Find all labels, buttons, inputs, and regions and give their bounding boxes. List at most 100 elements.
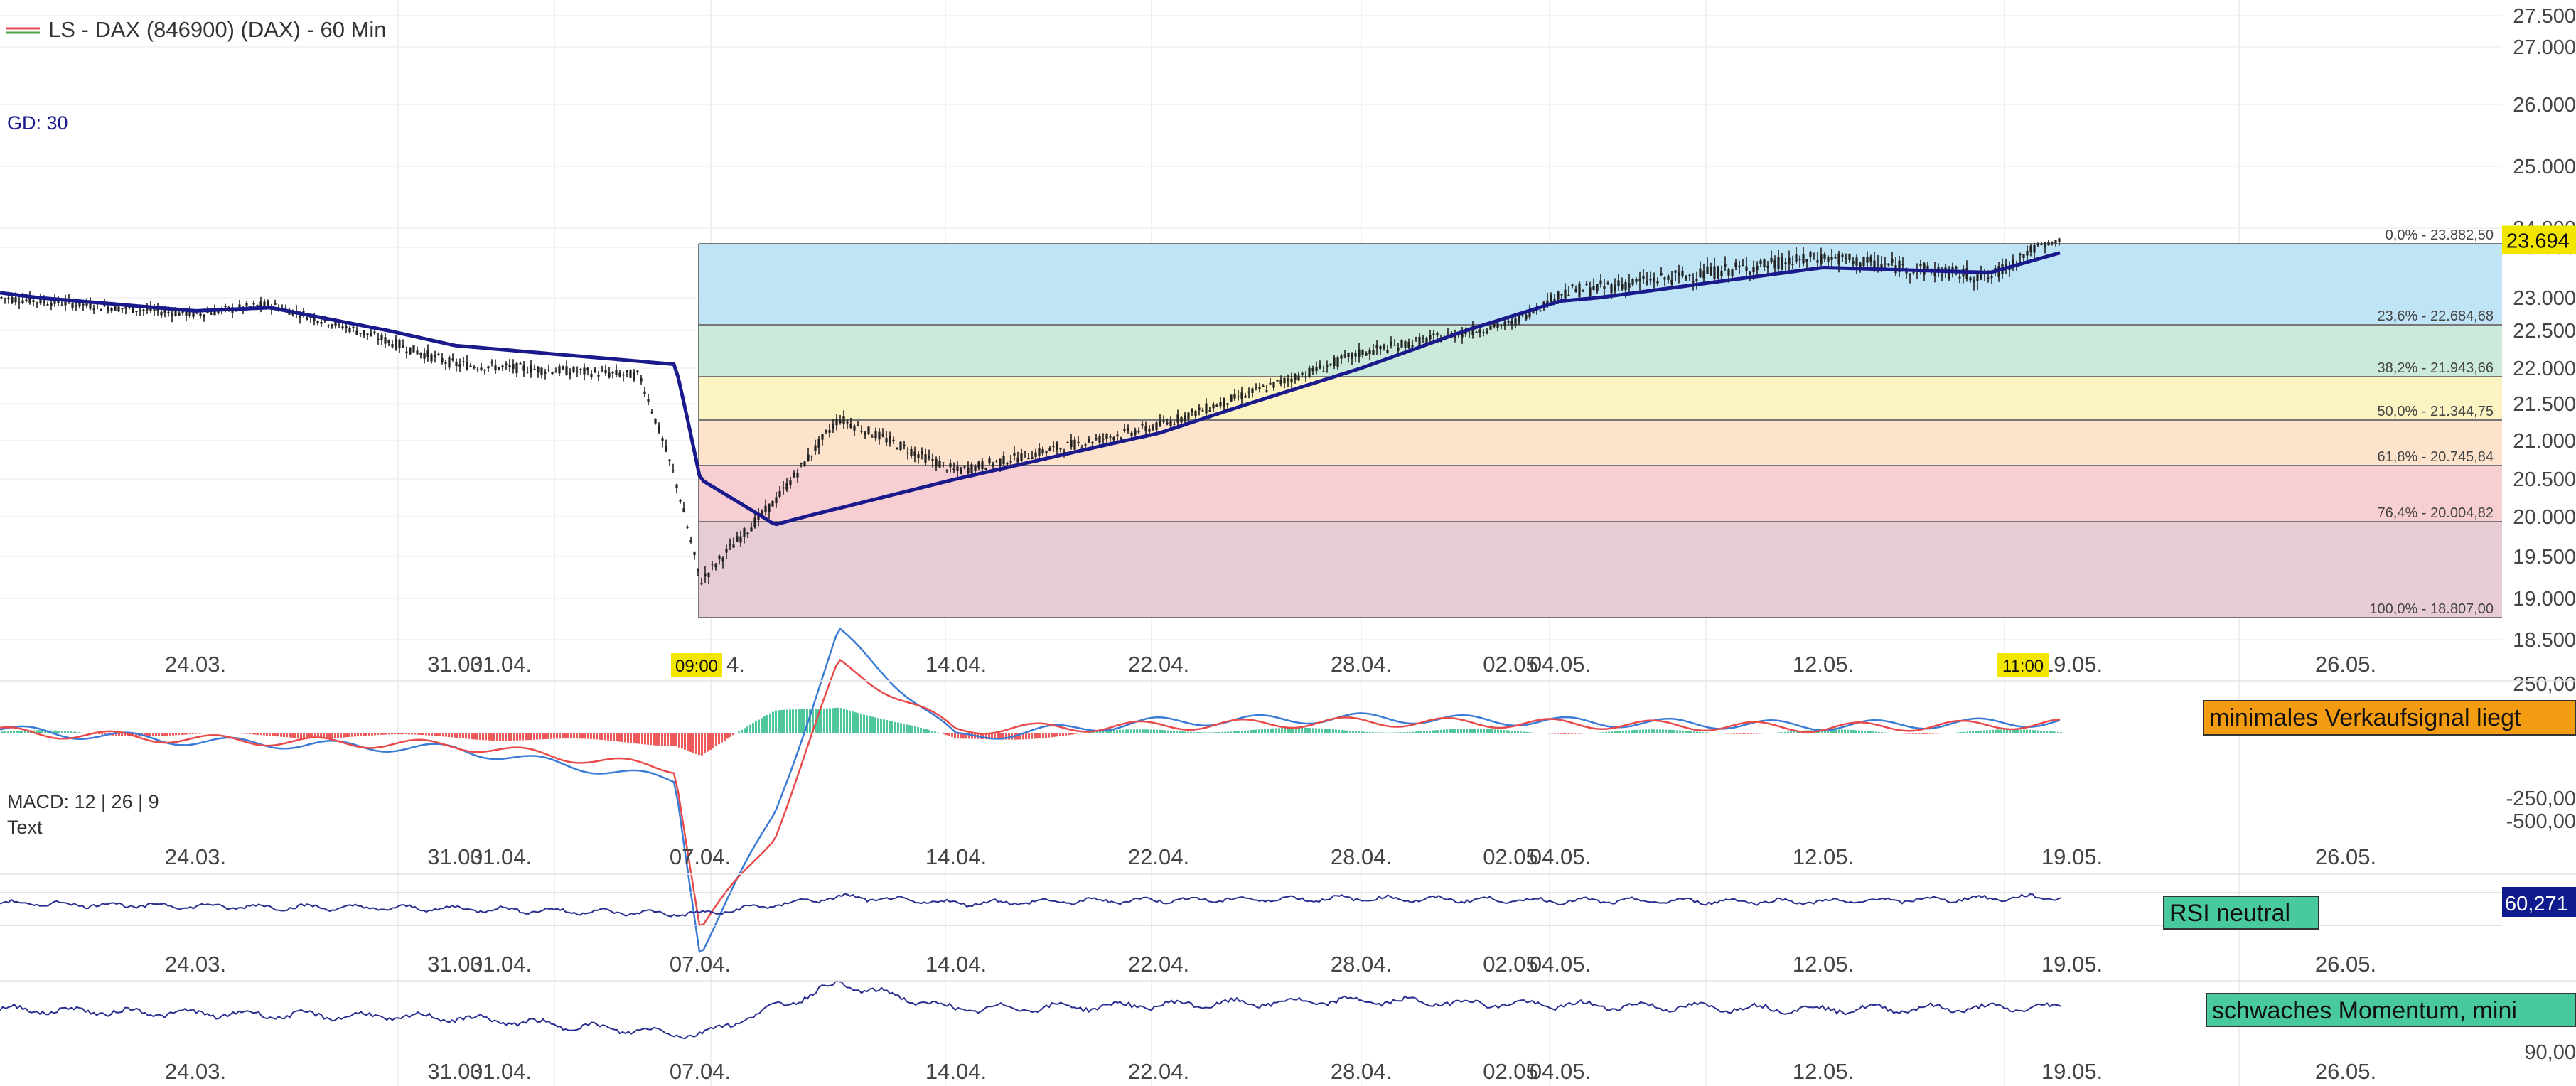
- candle-body: [78, 300, 81, 307]
- macd-histogram-bar: [1218, 732, 1220, 733]
- last-price-marker: [2502, 225, 2576, 254]
- macd-histogram-bar: [1648, 729, 1650, 733]
- candle-body: [1610, 284, 1613, 294]
- macd-histogram-bar: [1434, 730, 1437, 733]
- macd-histogram-bar: [1005, 733, 1007, 740]
- x-tick-label: 01.04.: [471, 652, 532, 677]
- candle-body: [906, 452, 909, 454]
- macd-histogram-bar: [556, 733, 558, 739]
- candle-body: [426, 350, 429, 357]
- macd-histogram-bar: [684, 733, 686, 750]
- candle-body: [1166, 422, 1169, 424]
- macd-histogram-bar: [1324, 729, 1326, 733]
- x-tick-label: 28.04.: [1331, 952, 1392, 977]
- macd-histogram-bar: [294, 733, 296, 738]
- macd-histogram-bar: [1210, 732, 1212, 733]
- macd-histogram-bar: [1699, 731, 1701, 733]
- candle-body: [2051, 242, 2054, 243]
- macd-histogram-bar: [1292, 727, 1294, 733]
- momentum-signal-text: schwaches Momentum, mini: [2212, 997, 2517, 1024]
- candle-body: [1329, 363, 1332, 365]
- candle-body: [1297, 375, 1300, 381]
- candle-body: [1407, 342, 1410, 348]
- macd-histogram-bar: [272, 733, 274, 736]
- macd-histogram-bar: [1528, 732, 1530, 733]
- macd-histogram-bar: [1366, 731, 1368, 733]
- candle-body: [1276, 380, 1279, 382]
- macd-histogram-bar: [317, 733, 319, 738]
- macd-histogram-bar: [1929, 733, 1931, 734]
- candle-body: [1457, 334, 1460, 336]
- candle-body: [18, 302, 21, 304]
- x-tick-label: 4.: [726, 652, 745, 677]
- x-tick-label: 07.04.: [670, 952, 731, 977]
- candle-body: [1660, 272, 1663, 276]
- candle-body: [39, 297, 42, 304]
- macd-histogram-bar: [840, 708, 842, 733]
- candle-body: [732, 544, 735, 548]
- candle-body: [1532, 311, 1535, 313]
- candle-body: [1215, 404, 1218, 407]
- macd-histogram-bar: [377, 733, 379, 736]
- candle-body: [373, 331, 376, 334]
- candle-body: [1756, 265, 1759, 271]
- macd-histogram-bar: [1164, 730, 1166, 733]
- macd-histogram-bar: [1503, 730, 1505, 733]
- macd-histogram-bar: [505, 733, 507, 741]
- macd-histogram-bar: [419, 733, 422, 735]
- macd-histogram-bar: [1611, 731, 1613, 733]
- macd-histogram-bar: [638, 733, 640, 744]
- candle-body: [57, 299, 60, 303]
- candle-body: [263, 301, 266, 306]
- candle-body: [1596, 284, 1599, 291]
- macd-histogram-bar: [2006, 729, 2008, 733]
- y-tick-label: 27.500: [2513, 5, 2576, 28]
- macd-histogram-bar: [1056, 733, 1058, 737]
- fib-zone: [699, 420, 2502, 466]
- macd-histogram-bar: [798, 709, 800, 733]
- candle-body: [1862, 257, 1865, 267]
- macd-histogram-bar: [115, 733, 117, 736]
- fib-level-label: 100,0% - 18.807,00: [2369, 601, 2494, 617]
- candle-body: [75, 305, 77, 307]
- candle-body: [881, 434, 884, 436]
- candle-body: [778, 491, 781, 497]
- macd-histogram-bar: [300, 733, 302, 738]
- candle-body: [267, 301, 269, 306]
- candle-body: [1134, 430, 1137, 435]
- y-tick-label: 22.500: [2513, 320, 2576, 343]
- candle-body: [928, 456, 930, 459]
- candle-body: [1877, 264, 1879, 265]
- candle-body: [487, 366, 490, 369]
- macd-histogram-bar: [252, 733, 254, 735]
- candle-body: [853, 425, 856, 431]
- macd-histogram-bar: [127, 733, 129, 736]
- candle-body: [1311, 367, 1314, 372]
- candle-body: [526, 371, 529, 373]
- macd-histogram-bar: [269, 733, 271, 736]
- macd-histogram-bar: [104, 733, 106, 735]
- macd-histogram-bar: [1116, 729, 1118, 733]
- macd-histogram-bar: [360, 733, 362, 736]
- candle-body: [597, 375, 600, 377]
- macd-title: MACD: 12 | 26 | 9: [7, 791, 159, 812]
- macd-histogram-bar: [399, 733, 402, 735]
- macd-histogram-bar: [1230, 731, 1232, 733]
- macd-histogram-bar: [1346, 730, 1348, 733]
- candle-body: [1432, 333, 1435, 335]
- candle-body: [1845, 257, 1847, 259]
- macd-histogram-bar: [1790, 731, 1792, 733]
- macd-histogram-bar: [1636, 729, 1638, 733]
- candle-body: [743, 528, 746, 537]
- macd-histogram-bar: [1039, 733, 1041, 738]
- macd-histogram-bar: [1036, 733, 1039, 739]
- candle-body: [1415, 338, 1417, 339]
- candle-body: [1034, 452, 1037, 458]
- macd-histogram-bar: [1136, 729, 1138, 733]
- macd-histogram-bar: [1995, 729, 1997, 733]
- candle-body: [1510, 321, 1513, 325]
- macd-histogram-bar: [468, 733, 470, 739]
- macd-histogram-bar: [1997, 729, 2000, 733]
- candle-body: [1009, 461, 1012, 463]
- macd-histogram-bar: [365, 733, 367, 736]
